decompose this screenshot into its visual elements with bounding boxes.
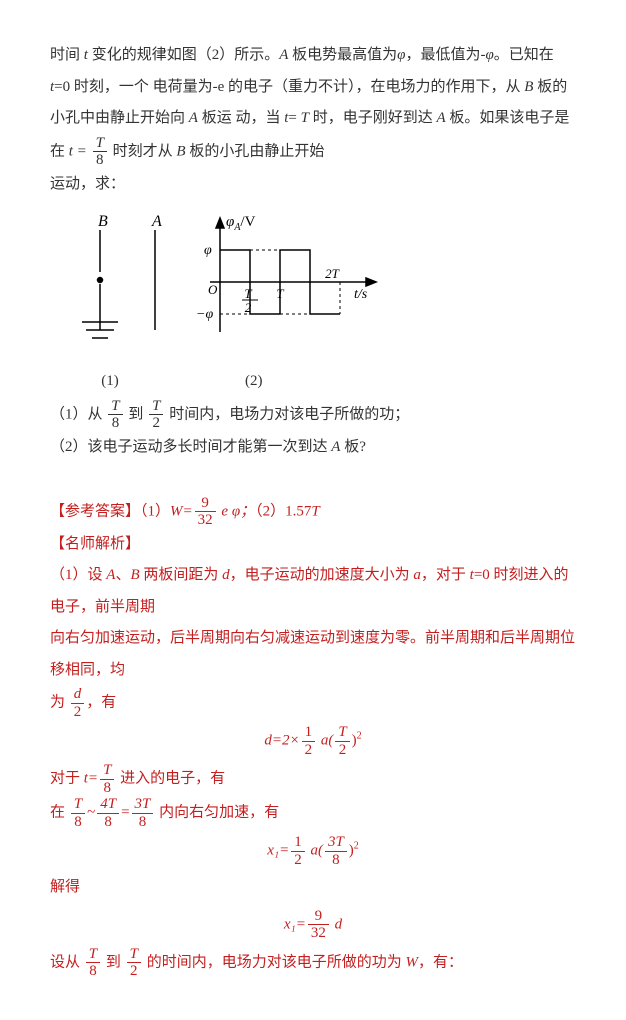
equation-2: x₁=12 a(3T8)2 <box>50 834 576 868</box>
var-T: T <box>301 110 309 126</box>
txt: 时，电子刚好到达 <box>309 110 437 126</box>
frac-T8: T8 <box>93 135 107 169</box>
step-4: 对于 t=T8 进入的电子，有 <box>50 762 576 796</box>
txt: =0 时刻，一个 <box>54 79 149 95</box>
txt: 时间 <box>50 47 84 63</box>
tick-T2: T <box>244 286 252 301</box>
txt: 。已知在 <box>494 47 554 63</box>
tick-2T: 2T <box>325 266 340 281</box>
figure-labels: (1) (2) <box>70 366 576 398</box>
txt: 板运 <box>198 110 232 126</box>
txt: 板电势最高值为 <box>288 47 397 63</box>
txt: = <box>288 110 300 126</box>
step-1: （1）设 A、B 两板间距为 d，电子运动的加速度大小为 a，对于 t=0 时刻… <box>50 560 576 720</box>
question-2: （2）该电子运动多长时间才能第一次到达 A 板? <box>50 432 576 464</box>
analysis-hdr: 【名师解析】 <box>50 529 576 561</box>
fig-label-1: (1) <box>70 366 150 398</box>
step-5: 在 T8~4T8=3T8 内向右匀加速，有 <box>50 796 576 830</box>
txt: 时刻才从 <box>113 143 177 159</box>
question-1: （1）从 T8 到 T2 时间内，电场力对该电子所做的功； <box>50 398 576 432</box>
var-phi2: φ <box>485 47 493 63</box>
var-A2: A <box>189 110 198 126</box>
fig-phi-pos: φ <box>204 243 212 258</box>
txt: 变化的规律如图（2）所示。 <box>88 47 279 63</box>
answer-line: 【参考答案】（1）W=932 e φ；（2）1.57T <box>50 495 576 529</box>
fig-ylabel: φA/V <box>226 214 256 233</box>
txt: 运动，求： <box>50 176 125 192</box>
problem-text: 时间 t 变化的规律如图（2）所示。A 板电势最高值为φ，最低值为-φ。已知在 … <box>50 40 576 200</box>
fig-xlabel: t/s <box>354 287 368 302</box>
figure-svg: B A φA/V φ −φ O t/s T 2 T 2T <box>70 212 390 362</box>
equation-1: d=2×12 a(T2)2 <box>50 724 576 758</box>
fig-label-2: (2) <box>154 366 354 398</box>
txt: 板的小孔由静止开始 <box>186 143 325 159</box>
var-B2: B <box>176 143 185 159</box>
txt: 动，当 <box>235 110 284 126</box>
fig-A: A <box>151 213 162 230</box>
var-A3: A <box>436 110 445 126</box>
txt: 电荷量为-e 的电子（重力不计），在电场力的作用下，从 <box>153 79 525 95</box>
txt: ，最低值为- <box>405 47 485 63</box>
fig-B: B <box>98 213 108 230</box>
answer-hdr: 【参考答案】 <box>50 503 140 519</box>
var-A: A <box>279 47 288 63</box>
fig-O: O <box>208 282 218 297</box>
fig-phi-neg: −φ <box>196 307 213 322</box>
eq-t: t = <box>69 143 87 159</box>
equation-3: x₁=932 d <box>50 908 576 942</box>
step-6: 解得 <box>50 872 576 904</box>
